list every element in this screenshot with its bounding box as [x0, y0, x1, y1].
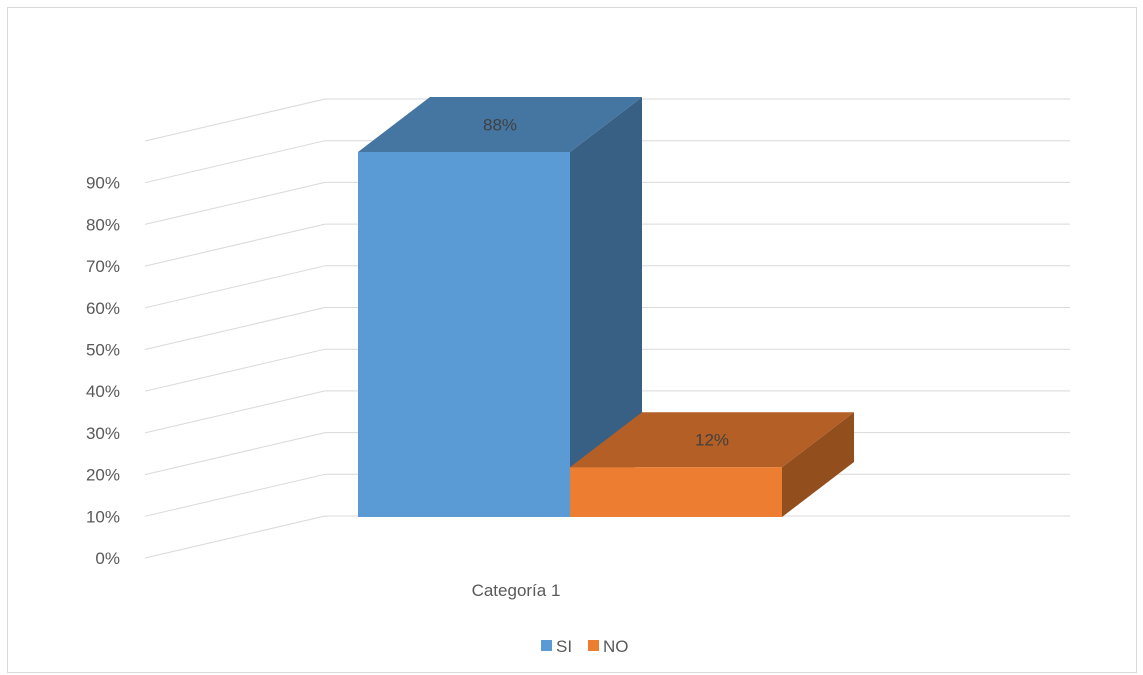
- y-tick-label: 30%: [86, 424, 120, 443]
- data-label-si: 88%: [483, 116, 517, 135]
- gridline-side: [144, 307, 326, 350]
- y-tick-label: 50%: [86, 341, 120, 360]
- gridline-side: [144, 98, 326, 142]
- gridline-side: [144, 140, 326, 184]
- bar-top-si: [358, 97, 642, 152]
- gridline-side: [144, 265, 326, 309]
- y-tick-label: 10%: [86, 507, 120, 526]
- gridline-side: [144, 223, 326, 267]
- legend-swatch-si: [541, 640, 552, 651]
- y-tick-label: 40%: [86, 382, 120, 401]
- legend-label-si: SI: [556, 637, 572, 656]
- gridline-side: [144, 515, 326, 559]
- y-tick-label: 0%: [95, 549, 120, 568]
- y-tick-label: 80%: [86, 215, 120, 234]
- gridline-side: [144, 348, 326, 392]
- legend-label-no: NO: [603, 637, 629, 656]
- data-label-no: 12%: [695, 431, 729, 450]
- bar-si[interactable]: [358, 152, 570, 517]
- y-tick-label: 60%: [86, 299, 120, 318]
- y-tick-label: 70%: [86, 257, 120, 276]
- legend-swatch-no: [588, 640, 599, 651]
- gridline-side: [144, 390, 326, 434]
- y-tick-label: 20%: [86, 466, 120, 485]
- bar-side-no: [782, 412, 854, 517]
- bar-side-si: [570, 97, 642, 517]
- bar-no[interactable]: [570, 467, 782, 517]
- y-tick-label: 90%: [86, 174, 120, 193]
- gridline-side: [144, 432, 326, 476]
- x-category-label: Categoría 1: [472, 581, 561, 600]
- bar-top-no: [570, 412, 854, 468]
- gridline-side: [144, 181, 326, 225]
- gridline-side: [144, 473, 326, 517]
